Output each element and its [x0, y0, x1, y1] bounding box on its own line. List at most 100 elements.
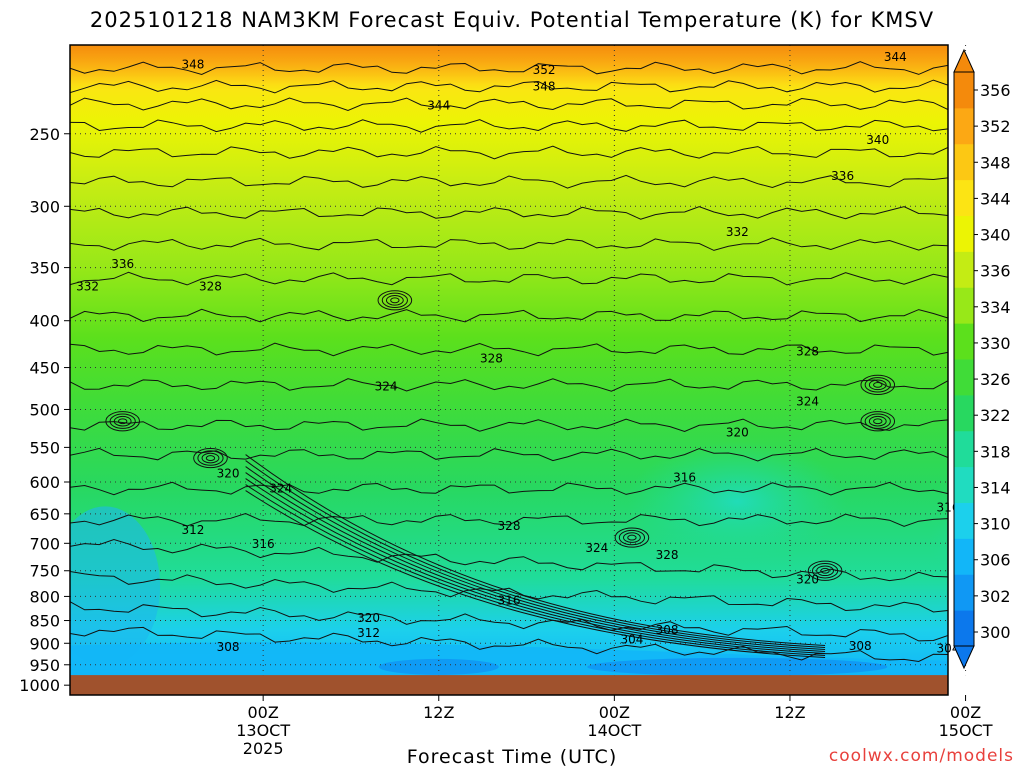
contour-line-frontal: [245, 472, 826, 652]
chart-title: 2025101218 NAM3KM Forecast Equiv. Potent…: [89, 8, 935, 32]
x-tick-label: 2025: [243, 739, 284, 758]
colorbar-segment: [954, 574, 974, 611]
colorbar-segment: [954, 538, 974, 575]
contour-label: 328: [656, 548, 679, 562]
colorbar-label: 322: [980, 406, 1011, 425]
colorbar-upper-arrow: [953, 48, 975, 73]
colorbar-segment: [954, 179, 974, 216]
contour-line-frontal: [245, 454, 826, 646]
contour-label: 308: [849, 639, 872, 653]
contour-closed-cell: [117, 418, 128, 425]
colorbar-segment: [954, 323, 974, 360]
contour-line: [70, 512, 948, 527]
contour-line: [70, 447, 948, 462]
colorbar-segment: [954, 359, 974, 396]
contour-closed-cell: [385, 295, 404, 306]
colorbar-label: 306: [980, 551, 1011, 570]
contour-closed-cell: [627, 534, 637, 541]
colorbar-label: 340: [980, 226, 1011, 245]
contour-closed-cell: [390, 297, 400, 304]
y-tick-label: 900: [29, 634, 60, 653]
contour-closed-cell: [864, 377, 891, 393]
contour-label: 320: [357, 611, 380, 625]
contour-line: [70, 61, 948, 76]
theta-e-moist-region: [928, 508, 948, 578]
contour-label: 332: [76, 279, 99, 293]
contour-label: 344: [884, 50, 907, 64]
colorbar-segment: [954, 107, 974, 145]
contour-line: [70, 601, 948, 642]
contour-label: 332: [726, 225, 749, 239]
colorbar-segment: [954, 430, 974, 468]
y-tick-label: 1000: [19, 676, 60, 695]
contour-label: 328: [480, 352, 503, 366]
y-tick-label: 300: [29, 197, 60, 216]
contour-closed-cell: [381, 292, 408, 309]
colorbar-segment: [954, 502, 974, 539]
contour-label: 324: [269, 482, 292, 496]
contour-label: 316: [673, 470, 696, 484]
contour-line: [70, 538, 948, 582]
x-tick-label: 13OCT: [236, 721, 290, 740]
contour-line-frontal: [245, 484, 826, 656]
contour-line: [70, 271, 948, 286]
contour-closed-cell: [109, 413, 136, 429]
colorbar-label: 302: [980, 587, 1011, 606]
colorbar-label: 310: [980, 515, 1011, 534]
contour-label: 312: [357, 626, 380, 640]
x-tick-label: 00Z: [599, 703, 630, 722]
theta-e-cold-pool: [378, 658, 499, 675]
contour-line: [70, 342, 948, 357]
colorbar-segment: [954, 143, 974, 181]
x-tick-label: 15OCT: [939, 721, 993, 740]
contour-label: 348: [181, 57, 204, 71]
contour-label: 336: [831, 169, 854, 183]
contour-line: [70, 481, 948, 496]
contour-closed-cell: [197, 450, 224, 466]
colorbar-frame: [953, 71, 975, 647]
colorbar-label: 344: [980, 189, 1011, 208]
contour-label: 336: [111, 257, 134, 271]
colorbar-label: 356: [980, 81, 1011, 100]
contour-line: [70, 308, 948, 323]
contour-line: [70, 206, 948, 220]
colorbar-label: 314: [980, 478, 1011, 497]
contour-label: 340: [866, 133, 889, 147]
y-tick-label: 950: [29, 656, 60, 675]
contour-label: 312: [181, 523, 204, 537]
colorbar-label: 326: [980, 370, 1011, 389]
contour-closed-cell: [614, 527, 650, 548]
contour-closed-cell: [868, 415, 887, 427]
y-tick-label: 400: [29, 312, 60, 331]
y-tick-label: 500: [29, 400, 60, 419]
contour-label: 352: [533, 63, 556, 77]
y-tick-label: 350: [29, 259, 60, 278]
contour-closed-cell: [868, 379, 887, 391]
contour-label: 328: [498, 519, 521, 533]
contour-closed-cell: [201, 452, 220, 464]
colorbar-label: 352: [980, 117, 1011, 136]
colorbar-segment: [954, 251, 974, 288]
contour-closed-cell: [816, 565, 834, 577]
colorbar-lower-arrow: [953, 645, 975, 670]
contour-line-frontal: [245, 466, 826, 650]
contour-closed-cell: [205, 455, 216, 461]
colorbar-label: 348: [980, 153, 1011, 172]
contour-line: [70, 237, 948, 251]
contour-label: 344: [427, 99, 450, 113]
y-tick-label: 850: [29, 612, 60, 631]
contour-label: 316: [498, 593, 521, 607]
colorbar-segment: [954, 287, 974, 324]
contour-label: 320: [217, 466, 240, 480]
contour-closed-cell: [860, 374, 896, 395]
contour-line: [70, 418, 948, 433]
contour-line: [70, 97, 948, 112]
colorbar-segment: [954, 610, 974, 647]
x-axis-title: Forecast Time (UTC): [406, 746, 618, 768]
contour-label: 328: [796, 344, 819, 358]
contour-label: 308: [217, 640, 240, 654]
credit-link[interactable]: coolwx.com/models: [828, 746, 1014, 766]
y-tick-label: 600: [29, 473, 60, 492]
colorbar-segment: [954, 466, 974, 503]
